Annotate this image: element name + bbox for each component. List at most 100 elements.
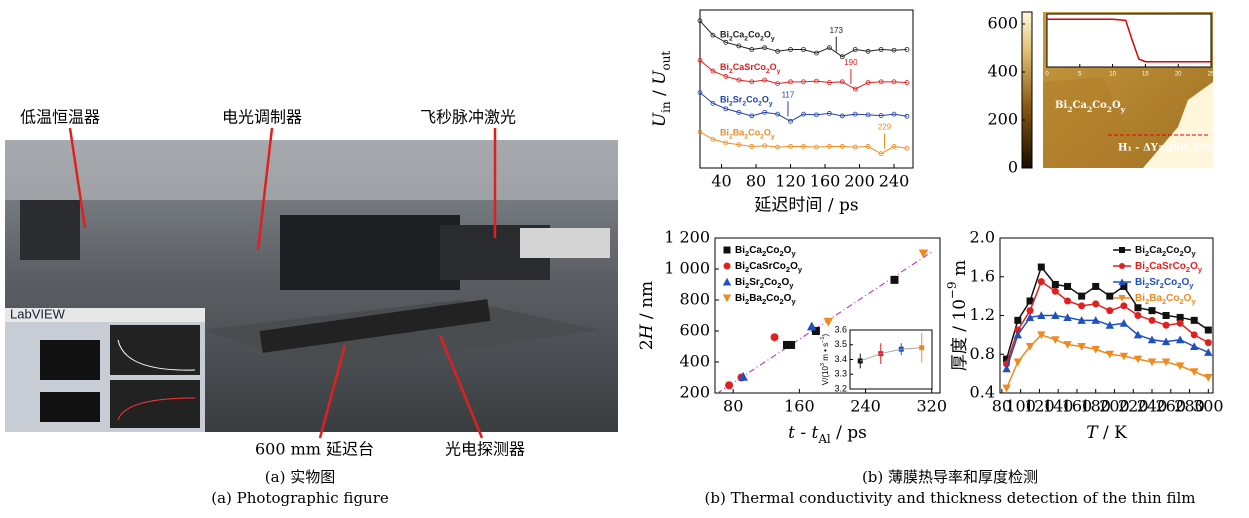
marker <box>1177 320 1184 327</box>
inset-x-tick-label: 25 <box>1208 72 1215 78</box>
formula-part: B <box>1135 277 1142 288</box>
label-part: m <box>950 260 970 282</box>
photo-label: 光电探测器 <box>445 440 525 459</box>
formula-part: y <box>1189 281 1194 290</box>
marker <box>724 247 731 254</box>
marker <box>1038 264 1045 271</box>
label-part: −9 <box>945 281 959 299</box>
caption: (b) 薄膜热导率和厚度检测 <box>862 468 1038 486</box>
label-part: / K <box>1098 423 1128 443</box>
marker <box>1106 293 1113 300</box>
marker <box>1051 336 1059 344</box>
legend-label: Bi2CaSrCo2Oy <box>735 261 803 275</box>
x-tick-label: 240 <box>879 172 910 191</box>
formula-part: C <box>773 261 780 272</box>
marker <box>1190 368 1198 376</box>
inset-x-tick-label: 15 <box>1142 72 1149 78</box>
y-tick-label: 800 <box>679 290 710 309</box>
inset-x-tick-label: 10 <box>1109 72 1116 78</box>
formula-part: B <box>749 293 756 304</box>
formula-part: B <box>1135 245 1142 256</box>
formula-part: B <box>735 245 742 256</box>
inset-y-tick-label: 3.6 <box>834 324 847 334</box>
formula-part: C <box>1149 261 1156 272</box>
caption: (b) Thermal conductivity and thickness d… <box>705 489 1196 507</box>
formula-part: C <box>1092 100 1100 111</box>
x-axis-label: 延迟时间 / ps <box>754 196 858 216</box>
y-tick-label: 1.6 <box>970 266 995 285</box>
marker <box>787 341 795 349</box>
inset-y-tick-label: 3.2 <box>834 383 847 393</box>
formula-part: C <box>749 245 756 256</box>
marker <box>1052 281 1059 288</box>
marker <box>1204 348 1212 356</box>
formula-part: B <box>735 293 742 304</box>
marker <box>1002 385 1010 393</box>
y-tick-label: 0.4 <box>970 383 995 402</box>
label-part: V/(10 <box>821 366 830 386</box>
formula-part: B <box>1135 293 1142 304</box>
label-part: / ps <box>831 423 867 443</box>
formula-part: B <box>735 261 742 272</box>
annotation: 117 <box>782 90 795 99</box>
legend-label: Bi2Sr2Co2Oy <box>1135 277 1194 291</box>
x-tick-label: 320 <box>916 397 947 416</box>
marker <box>824 318 834 327</box>
caption: (a) Photographic figure <box>211 489 389 507</box>
photo: LabVIEW <box>5 140 618 432</box>
marker <box>1092 300 1099 307</box>
formula-part: B <box>1149 293 1156 304</box>
formula-part: y <box>791 297 796 306</box>
colorbar-tick-label: 0 <box>1008 158 1018 177</box>
marker <box>1149 307 1156 314</box>
marker <box>1078 293 1085 300</box>
y-axis-label: Uin / Uout <box>650 51 674 127</box>
formula: Bi2CaSrCo2Oy <box>720 62 781 75</box>
formula-part: O <box>764 30 771 40</box>
y-tick-label: 200 <box>679 383 710 402</box>
formula-part: C <box>1164 277 1171 288</box>
colorbar <box>1022 12 1032 168</box>
marker <box>1191 317 1198 324</box>
marker <box>1064 283 1071 290</box>
formula-part: B <box>1055 100 1063 111</box>
marker <box>1120 302 1127 309</box>
formula-part: O <box>1112 100 1121 111</box>
label-part: U <box>650 70 670 85</box>
label-part: / nm <box>637 281 657 325</box>
photo-label: 飞秒脉冲激光 <box>420 108 516 127</box>
marker <box>1163 312 1170 319</box>
formula-part: O <box>764 128 771 138</box>
y-tick-label: 1 000 <box>664 259 710 278</box>
y-tick-label: 2.0 <box>970 228 995 247</box>
x-tick-label: 160 <box>784 397 815 416</box>
label-part: m • s <box>821 343 830 363</box>
x-tick-label: 240 <box>850 397 881 416</box>
marker <box>919 250 929 259</box>
marker <box>725 381 733 389</box>
label-part: 厚度 / 10 <box>950 299 970 371</box>
colorbar-tick-label: 200 <box>987 110 1018 129</box>
marker <box>1163 322 1170 329</box>
marker <box>1027 307 1034 314</box>
marker <box>1038 278 1045 285</box>
x-tick-label: 300 <box>1193 397 1224 416</box>
figure: LabVIEW 低温恒温器 电光调制器 飞秒脉冲激光 600 mm 延迟台 光电… <box>0 0 1249 514</box>
label-part: ) <box>821 333 830 336</box>
x-axis-label: T / K <box>1086 423 1127 443</box>
marker <box>1014 359 1022 367</box>
marker <box>1190 342 1198 350</box>
formula-part: y <box>1120 105 1126 114</box>
legend-label: Bi2CaSrCo2Oy <box>1135 261 1203 275</box>
formula-part: y <box>771 134 775 141</box>
marker <box>1191 331 1198 338</box>
annotation: 190 <box>844 58 858 67</box>
formula-part: y <box>769 101 773 108</box>
y-axis-label: 2H / nm <box>637 281 657 350</box>
formula-part: C <box>1166 245 1173 256</box>
inset-x-tick-label: 20 <box>1175 72 1182 78</box>
x-tick-label: 80 <box>746 172 766 191</box>
marker <box>1204 374 1212 382</box>
label-part: H <box>637 323 657 340</box>
marker <box>1106 307 1113 314</box>
